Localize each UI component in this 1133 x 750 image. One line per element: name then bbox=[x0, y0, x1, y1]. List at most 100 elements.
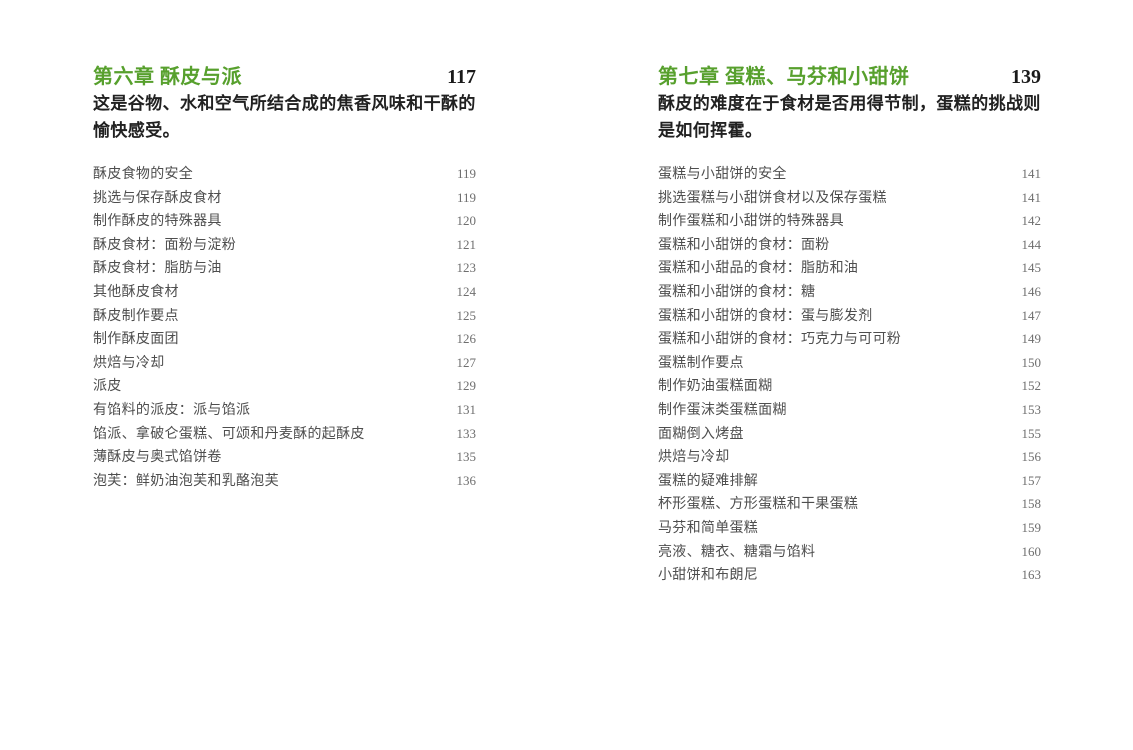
toc-entry-page: 150 bbox=[1021, 354, 1042, 370]
chapter-title: 第七章 蛋糕、马芬和小甜饼 bbox=[658, 66, 910, 88]
chapter-title: 第六章 酥皮与派 bbox=[93, 66, 242, 88]
toc-list: 蛋糕与小甜饼的安全 141 挑选蛋糕与小甜饼食材以及保存蛋糕 141 制作蛋糕和小甜饼的… bbox=[658, 163, 1041, 588]
toc-entry-page: 136 bbox=[456, 472, 477, 488]
toc-entry: 烘焙与冷却 127 bbox=[93, 352, 476, 376]
toc-entry: 薄酥皮与奥式馅饼卷 135 bbox=[93, 446, 476, 470]
chapter-subtitle: 这是谷物、水和空气所结合成的焦香风味和干酥的愉快感受。 bbox=[93, 94, 476, 140]
toc-entry-page: 147 bbox=[1021, 307, 1042, 323]
toc-entry-page: 123 bbox=[456, 260, 477, 276]
toc-entry-page: 141 bbox=[1021, 166, 1042, 181]
toc-entry-label: 蛋糕和小甜饼的食材：糖 bbox=[658, 284, 816, 300]
toc-entry-label: 蛋糕和小甜饼的食材：巧克力与可可粉 bbox=[658, 332, 902, 348]
toc-entry: 酥皮制作要点 125 bbox=[93, 305, 476, 329]
toc-entry-page: 144 bbox=[1021, 236, 1042, 252]
toc-entry-label: 杯形蛋糕、方形蛋糕和干果蛋糕 bbox=[658, 497, 859, 513]
toc-entry-label: 其他酥皮食材 bbox=[93, 284, 179, 300]
toc-entry: 烘焙与冷却 156 bbox=[658, 446, 1041, 470]
toc-entry-label: 蛋糕与小甜饼的安全 bbox=[658, 167, 787, 182]
toc-entry: 小甜饼和布朗尼 163 bbox=[658, 564, 1041, 588]
toc-entry-label: 蛋糕和小甜饼的食材：面粉 bbox=[658, 237, 830, 253]
toc-entry-label: 挑选与保存酥皮食材 bbox=[93, 190, 222, 206]
toc-entry: 酥皮食物的安全 119 bbox=[93, 163, 476, 187]
toc-entry-label: 蛋糕和小甜饼的食材：蛋与膨发剂 bbox=[658, 308, 873, 324]
toc-entry-label: 制作酥皮面团 bbox=[93, 332, 179, 348]
toc-entry-label: 酥皮食材：面粉与淀粉 bbox=[93, 237, 236, 253]
chapter-page-number: 139 bbox=[1011, 66, 1041, 88]
toc-entry-label: 馅派、拿破仑蛋糕、可颂和丹麦酥的起酥皮 bbox=[93, 426, 365, 442]
toc-entry-page: 160 bbox=[1021, 543, 1042, 559]
toc-entry-page: 125 bbox=[456, 307, 477, 323]
toc-entry-page: 129 bbox=[456, 378, 477, 394]
toc-entry: 有馅料的派皮：派与馅派 131 bbox=[93, 399, 476, 423]
toc-entry: 制作酥皮面团 126 bbox=[93, 328, 476, 352]
toc-entry: 酥皮食材：脂肪与油 123 bbox=[93, 257, 476, 281]
toc-entry: 其他酥皮食材 124 bbox=[93, 281, 476, 305]
toc-entry-page: 141 bbox=[1021, 189, 1042, 205]
toc-entry-page: 152 bbox=[1021, 378, 1042, 394]
toc-entry: 制作蛋沫类蛋糕面糊 153 bbox=[658, 399, 1041, 423]
toc-entry-label: 烘焙与冷却 bbox=[658, 450, 730, 466]
toc-entry: 杯形蛋糕、方形蛋糕和干果蛋糕 158 bbox=[658, 493, 1041, 517]
toc-entry: 馅派、拿破仑蛋糕、可颂和丹麦酥的起酥皮 133 bbox=[93, 423, 476, 447]
toc-entry-page: 159 bbox=[1021, 519, 1042, 535]
toc-entry: 马芬和简单蛋糕 159 bbox=[658, 517, 1041, 541]
toc-entry-page: 126 bbox=[456, 331, 477, 347]
toc-entry: 蛋糕和小甜饼的食材：糖 146 bbox=[658, 281, 1041, 305]
toc-entry-page: 127 bbox=[456, 354, 477, 370]
toc-entry: 制作奶油蛋糕面糊 152 bbox=[658, 375, 1041, 399]
toc-entry-page: 135 bbox=[456, 449, 477, 465]
toc-entry-page: 146 bbox=[1021, 283, 1042, 299]
chapter-header: 第七章 蛋糕、马芬和小甜饼 139 bbox=[658, 60, 1041, 88]
toc-entry-label: 亮液、糖衣、糖霜与馅料 bbox=[658, 544, 816, 560]
toc-entry: 蛋糕与小甜饼的安全 141 bbox=[658, 163, 1041, 187]
toc-entry-page: 145 bbox=[1021, 260, 1042, 276]
toc-entry-label: 派皮 bbox=[93, 379, 122, 395]
toc-entry: 亮液、糖衣、糖霜与馅料 160 bbox=[658, 541, 1041, 565]
toc-entry-label: 小甜饼和布朗尼 bbox=[658, 568, 759, 584]
toc-entry-label: 制作蛋糕和小甜饼的特殊器具 bbox=[658, 214, 844, 230]
chapter-subtitle: 酥皮的难度在于食材是否用得节制，蛋糕的挑战则是如何挥霍。 bbox=[658, 94, 1041, 140]
toc-entry: 蛋糕和小甜饼的食材：蛋与膨发剂 147 bbox=[658, 305, 1041, 329]
toc-entry-label: 有馅料的派皮：派与馅派 bbox=[93, 402, 251, 418]
toc-entry: 面糊倒入烤盘 155 bbox=[658, 423, 1041, 447]
toc-list: 酥皮食物的安全 119 挑选与保存酥皮食材 119 制作酥皮的特殊器具 120 酥皮食材：面… bbox=[93, 163, 476, 493]
toc-entry-page: 119 bbox=[456, 166, 476, 181]
toc-entry-page: 121 bbox=[456, 236, 477, 252]
toc-entry: 酥皮食材：面粉与淀粉 121 bbox=[93, 234, 476, 258]
toc-entry-page: 155 bbox=[1021, 425, 1042, 441]
toc-entry-label: 酥皮食材：脂肪与油 bbox=[93, 261, 222, 277]
toc-entry: 蛋糕的疑难排解 157 bbox=[658, 470, 1041, 494]
toc-entry: 蛋糕和小甜品的食材：脂肪和油 145 bbox=[658, 257, 1041, 281]
chapter-page-number: 117 bbox=[447, 66, 476, 88]
toc-entry-page: 149 bbox=[1021, 331, 1042, 347]
toc-entry-page: 131 bbox=[456, 401, 477, 417]
toc-entry-page: 120 bbox=[456, 213, 477, 229]
toc-entry-label: 蛋糕制作要点 bbox=[658, 355, 744, 371]
toc-entry-label: 面糊倒入烤盘 bbox=[658, 426, 744, 442]
toc-entry: 蛋糕制作要点 150 bbox=[658, 352, 1041, 376]
chapter-header: 第六章 酥皮与派 117 bbox=[93, 60, 476, 88]
toc-entry: 制作酥皮的特殊器具 120 bbox=[93, 210, 476, 234]
chapter-section-pastry: 第六章 酥皮与派 117 这是谷物、水和空气所结合成的焦香风味和干酥的愉快感受。… bbox=[93, 60, 476, 493]
toc-entry-label: 薄酥皮与奥式馅饼卷 bbox=[93, 450, 222, 466]
toc-entry-label: 烘焙与冷却 bbox=[93, 355, 165, 371]
toc-entry-page: 153 bbox=[1021, 401, 1042, 417]
toc-entry-label: 蛋糕和小甜品的食材：脂肪和油 bbox=[658, 261, 859, 277]
toc-entry: 制作蛋糕和小甜饼的特殊器具 142 bbox=[658, 210, 1041, 234]
toc-entry: 派皮 129 bbox=[93, 375, 476, 399]
toc-entry-label: 酥皮制作要点 bbox=[93, 308, 179, 324]
toc-entry: 蛋糕和小甜饼的食材：面粉 144 bbox=[658, 234, 1041, 258]
toc-entry-page: 163 bbox=[1021, 567, 1042, 583]
toc-entry-page: 119 bbox=[456, 189, 476, 205]
toc-entry: 挑选蛋糕与小甜饼食材以及保存蛋糕 141 bbox=[658, 187, 1041, 211]
toc-entry-label: 挑选蛋糕与小甜饼食材以及保存蛋糕 bbox=[658, 190, 887, 206]
toc-entry: 挑选与保存酥皮食材 119 bbox=[93, 187, 476, 211]
toc-entry: 泡芙：鲜奶油泡芙和乳酪泡芙 136 bbox=[93, 470, 476, 494]
toc-entry-page: 157 bbox=[1021, 472, 1042, 488]
toc-entry-page: 124 bbox=[456, 283, 477, 299]
toc-entry-page: 133 bbox=[456, 425, 477, 441]
toc-entry-label: 制作蛋沫类蛋糕面糊 bbox=[658, 402, 787, 418]
toc-entry-label: 制作奶油蛋糕面糊 bbox=[658, 379, 773, 395]
toc-entry-label: 酥皮食物的安全 bbox=[93, 167, 194, 182]
